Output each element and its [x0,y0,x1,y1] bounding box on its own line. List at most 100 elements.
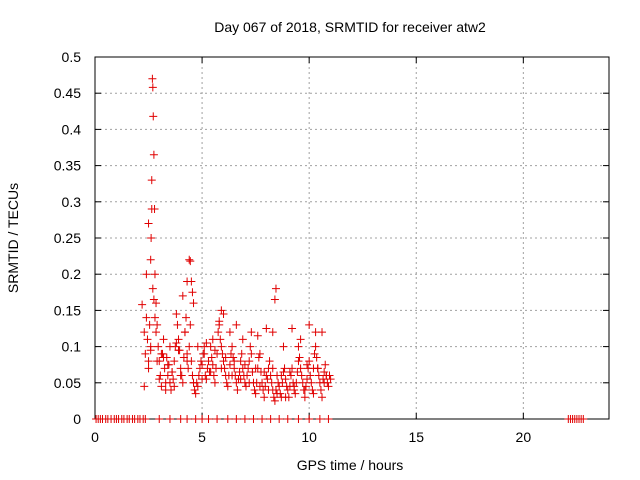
data-point [161,386,170,395]
data-point [306,371,315,380]
data-point [294,415,303,423]
data-point [288,364,297,373]
data-point [210,346,219,355]
data-point [153,357,162,366]
data-point [230,364,239,373]
data-point [311,342,320,351]
data-point [206,367,215,376]
x-tick-label: 5 [198,429,206,445]
data-point [213,415,222,423]
data-point [142,313,151,322]
data-point [296,364,305,373]
y-tick-label: 0.35 [54,158,81,174]
data-point [240,360,249,369]
data-point [269,393,278,402]
data-point [260,393,269,402]
data-points [92,74,588,423]
data-point [314,371,323,380]
data-point [232,320,241,329]
y-tick-label: 0.3 [62,194,82,210]
data-point [217,306,226,315]
data-point [218,349,227,358]
data-point [579,415,588,423]
data-point [219,357,228,366]
data-point [157,382,166,391]
data-point [233,386,242,395]
data-point [305,415,314,423]
data-point [142,270,151,279]
data-point [146,346,155,355]
data-point [320,367,329,376]
data-point [208,360,217,369]
data-point [225,360,234,369]
data-point [152,328,161,337]
data-point [251,389,260,398]
data-point [228,371,237,380]
data-point [228,342,237,351]
data-point [144,219,153,228]
data-point [209,371,218,380]
data-point [148,83,157,92]
data-point [165,415,174,423]
y-tick-label: 0.1 [62,339,82,355]
data-point [308,386,317,395]
data-point [291,389,300,398]
data-point [310,349,319,358]
data-point [200,349,209,358]
data-point [277,371,286,380]
data-point [149,112,158,121]
data-point [237,349,246,358]
data-point [206,342,215,351]
data-point [241,382,250,391]
y-tick-label: 0.45 [54,85,81,101]
data-point [168,367,177,376]
data-point [245,378,254,387]
data-point [183,349,192,358]
data-point [176,371,185,380]
data-point [265,357,274,366]
data-point [141,349,150,358]
data-point [214,328,223,337]
data-point [264,386,273,395]
data-point [149,295,158,304]
data-point [208,335,217,344]
data-point [226,349,235,358]
data-point [316,386,325,395]
data-point [147,205,156,214]
data-point [185,255,194,264]
data-point [303,375,312,384]
data-point [235,367,244,376]
data-point [222,378,231,387]
data-point [163,360,172,369]
data-point [258,415,267,423]
data-point [326,375,335,384]
data-point [232,415,241,423]
data-point [191,389,200,398]
data-point [178,378,187,387]
data-point [321,360,330,369]
data-point [195,364,204,373]
data-point [275,415,284,423]
data-point [271,386,280,395]
data-point [246,342,255,351]
data-point [232,378,241,387]
data-point [295,353,304,362]
data-point [300,386,309,395]
data-point [250,386,259,395]
axis-ticks: 0 5 10 15 20 0 0.05 0.1 0.15 0.2 0.25 0.3 0.35 0.4 0.4… [54,49,609,445]
data-point [313,364,322,373]
data-point [204,415,213,423]
data-point [210,378,219,387]
data-point [303,360,312,369]
data-point [322,371,331,380]
data-point [172,338,181,347]
data-point [266,415,275,423]
data-point [275,382,284,391]
data-point [198,360,207,369]
data-point [203,364,212,373]
y-tick-label: 0.4 [62,121,82,137]
data-point [156,371,165,380]
data-point [140,328,149,337]
data-point [280,364,289,373]
